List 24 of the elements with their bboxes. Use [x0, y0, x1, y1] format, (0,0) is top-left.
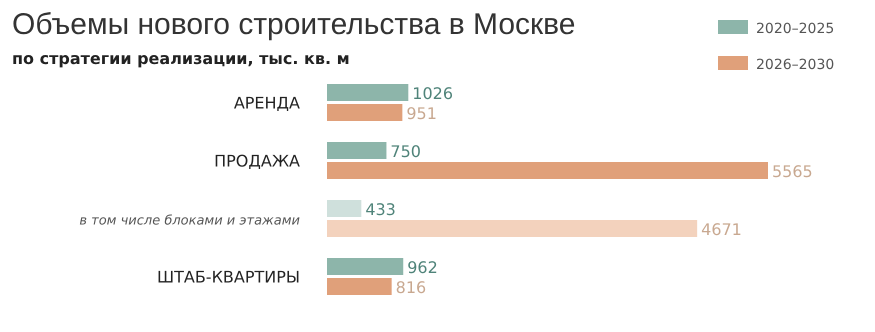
bar — [327, 220, 698, 237]
legend-label: 2026–2030 — [756, 57, 834, 73]
data-label: 816 — [396, 278, 426, 297]
legend-label: 2020–2025 — [756, 21, 834, 37]
data-label: 962 — [407, 258, 438, 277]
bar — [327, 142, 386, 159]
data-label: 4671 — [701, 220, 742, 239]
bar — [327, 258, 404, 275]
y-tick-label: ПРОДАЖА — [214, 152, 300, 170]
bar — [327, 84, 408, 101]
chart-title: Объемы нового строительства в Москве — [12, 8, 576, 41]
data-label: 1026 — [412, 84, 454, 103]
y-tick-label: ШТАБ-КВАРТИРЫ — [156, 268, 300, 286]
bar — [327, 104, 402, 121]
data-label: 951 — [406, 104, 437, 123]
bar — [327, 278, 392, 295]
data-label: 5565 — [772, 162, 813, 181]
y-tick-label: в том числе блоками и этажами — [79, 214, 300, 228]
y-tick-label: АРЕНДА — [234, 94, 300, 112]
text: по стратегии реализации, тыс. кв. м — [12, 49, 350, 68]
data-label: 750 — [390, 142, 421, 161]
bar — [327, 200, 362, 217]
bar — [327, 162, 768, 179]
data-label: 433 — [365, 200, 396, 219]
